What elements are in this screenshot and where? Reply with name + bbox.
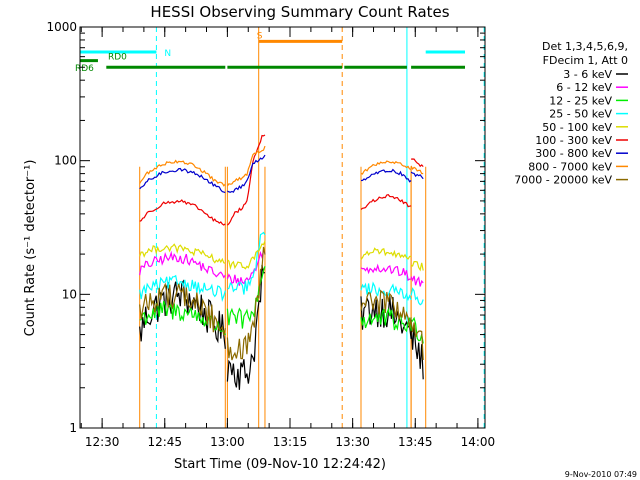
series-line bbox=[360, 168, 412, 183]
series-line bbox=[227, 240, 266, 271]
series-line bbox=[410, 319, 424, 380]
legend-entry-label: 100 - 300 keV bbox=[535, 134, 612, 147]
x-tick-label: 12:30 bbox=[85, 435, 120, 449]
chart-title: HESSI Observing Summary Count Rates bbox=[150, 3, 449, 21]
legend-entry-label: 300 - 800 keV bbox=[535, 147, 612, 160]
series-line bbox=[139, 250, 226, 279]
series-line bbox=[410, 261, 424, 272]
series-lines bbox=[139, 134, 424, 390]
series-line bbox=[410, 171, 424, 180]
series-line bbox=[410, 316, 424, 344]
series-line bbox=[227, 231, 266, 295]
series-line bbox=[360, 307, 412, 333]
legend-entry-label: 7000 - 20000 keV bbox=[514, 174, 612, 187]
axes: 1 10 100 1000 12:30 12:45 13:00 13:15 13:30 13:45… bbox=[46, 20, 495, 449]
series-line bbox=[139, 159, 226, 187]
x-tick-label: 13:30 bbox=[335, 435, 370, 449]
legend-header: Det 1,3,4,5,6,9, bbox=[542, 40, 628, 53]
legend-entry-label: 3 - 6 keV bbox=[563, 68, 612, 81]
series-line bbox=[139, 274, 226, 303]
series-line bbox=[360, 194, 412, 210]
series-line bbox=[360, 263, 412, 281]
legend-header: FDecim 1, Att 0 bbox=[543, 54, 628, 67]
series-line bbox=[139, 243, 226, 264]
series-line bbox=[227, 154, 266, 193]
legend-entry-label: 12 - 25 keV bbox=[549, 94, 612, 107]
flag-label: RD0 bbox=[108, 53, 127, 63]
series-line bbox=[410, 321, 424, 361]
series-line bbox=[360, 289, 412, 329]
series-line bbox=[360, 160, 412, 175]
series-line bbox=[139, 199, 226, 226]
y-axis-label: Count Rate (s⁻¹ detector⁻¹) bbox=[23, 160, 38, 337]
series-line bbox=[410, 165, 424, 175]
plot-frame bbox=[79, 26, 486, 429]
x-tick-label: 14:00 bbox=[461, 435, 496, 449]
flag-label: RD6 bbox=[75, 64, 94, 74]
series-line bbox=[360, 247, 412, 260]
flag-label: N bbox=[164, 49, 171, 59]
y-tick-label: 1 bbox=[69, 421, 77, 435]
x-tick-label: 12:45 bbox=[147, 435, 182, 449]
event-lines bbox=[79, 27, 485, 428]
legend: Det 1,3,4,5,6,9,FDecim 1, Att 03 - 6 keV… bbox=[514, 40, 628, 187]
series-line bbox=[226, 134, 266, 226]
legend-entry-label: 6 - 12 keV bbox=[556, 81, 612, 94]
legend-entry-label: 800 - 7000 keV bbox=[528, 160, 612, 173]
status-flags: N S RD0 RD6 bbox=[75, 31, 465, 74]
x-tick-label: 13:45 bbox=[398, 435, 433, 449]
y-tick-label: 1000 bbox=[46, 20, 77, 34]
series-line bbox=[226, 264, 266, 390]
flag-label: S bbox=[257, 31, 263, 41]
legend-entry-label: 50 - 100 keV bbox=[542, 121, 612, 134]
series-line bbox=[226, 246, 266, 361]
series-line bbox=[226, 248, 266, 286]
series-line bbox=[226, 266, 266, 329]
y-tick-label: 10 bbox=[62, 287, 77, 301]
series-line bbox=[411, 158, 424, 168]
series-line bbox=[410, 287, 424, 306]
series-line bbox=[139, 167, 226, 194]
series-line bbox=[410, 275, 424, 287]
series-line bbox=[226, 145, 266, 187]
timestamp: 9-Nov-2010 07:49 bbox=[565, 470, 637, 479]
y-tick-label: 100 bbox=[54, 154, 77, 168]
series-line bbox=[139, 282, 226, 336]
x-axis-label: Start Time (09-Nov-10 12:24:42) bbox=[174, 457, 386, 472]
legend-entry-label: 25 - 50 keV bbox=[549, 108, 612, 121]
x-tick-label: 13:15 bbox=[273, 435, 308, 449]
x-tick-label: 13:00 bbox=[210, 435, 245, 449]
